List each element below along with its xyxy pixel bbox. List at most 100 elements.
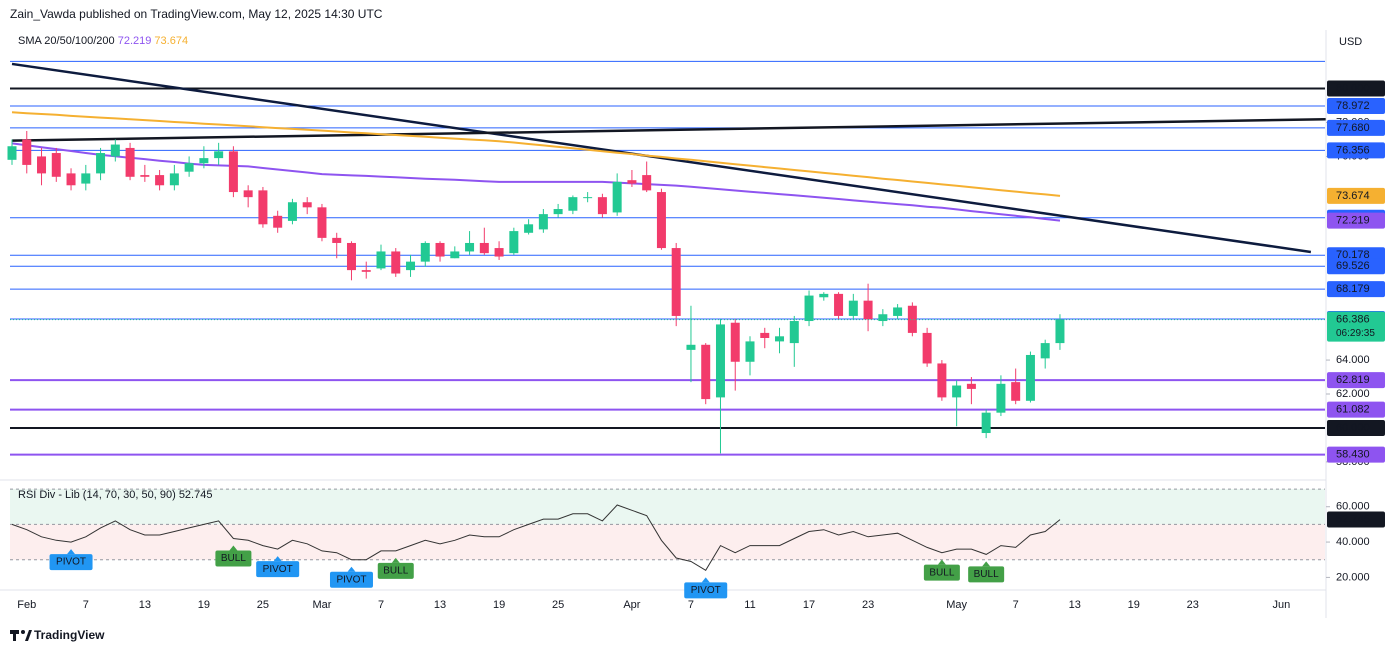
- signal-pointer: [701, 577, 710, 583]
- signal-label: BULL: [929, 567, 954, 578]
- brand-logo: [10, 630, 32, 641]
- signal-box: [49, 554, 93, 571]
- candle-body: [878, 314, 888, 322]
- signal-pointer: [67, 549, 76, 555]
- candle-body: [51, 153, 61, 177]
- x-tick-label: 7: [1013, 599, 1019, 611]
- candle-body: [642, 175, 652, 191]
- candle-body: [1025, 354, 1035, 401]
- candle-body: [376, 251, 386, 269]
- legend-item: 72.219: [118, 35, 152, 47]
- price-badge: [1327, 97, 1385, 114]
- signal-label: PIVOT: [336, 574, 366, 585]
- x-tick-label: 11: [744, 599, 755, 611]
- price-badge-label: 73.674: [1336, 190, 1370, 202]
- price-badge-label: 80.000: [1336, 82, 1370, 94]
- x-tick-label: 7: [83, 599, 89, 611]
- x-tick-label: Mar: [312, 599, 331, 611]
- candle-body: [553, 209, 563, 215]
- candle-body: [656, 192, 666, 249]
- candle-body: [671, 248, 681, 316]
- candle-body: [361, 270, 371, 272]
- candle-body: [509, 231, 519, 254]
- candle-body: [37, 156, 47, 174]
- candle-body: [701, 344, 711, 400]
- price-badge: [1327, 258, 1385, 275]
- candle-body: [435, 242, 445, 257]
- rsi-tick-label: 60.000: [1336, 501, 1370, 513]
- x-tick-label: 19: [493, 599, 505, 611]
- candle-body: [465, 242, 475, 252]
- x-tick-label: 17: [803, 599, 815, 611]
- candle-body: [524, 224, 534, 233]
- currency: USD: [1339, 36, 1362, 48]
- price-badge: [1327, 311, 1385, 342]
- candle-body: [317, 207, 327, 238]
- rsi-lower-band: [10, 524, 1325, 560]
- candle-body: [479, 242, 489, 254]
- candle-body: [804, 295, 814, 322]
- price-badge-label: 60.000: [1336, 422, 1370, 434]
- candle-body: [22, 139, 32, 165]
- candle-body: [863, 300, 873, 320]
- x-tick-label: Feb: [17, 599, 36, 611]
- x-tick-label: 13: [1069, 599, 1081, 611]
- candle-body: [346, 242, 356, 271]
- rsi-badge-label: 52.745: [1336, 513, 1370, 525]
- x-tick-label: 7: [688, 599, 694, 611]
- candle-body: [302, 202, 312, 208]
- price-badge: [1327, 212, 1385, 229]
- candle-body: [155, 175, 165, 186]
- candle-body: [391, 251, 401, 274]
- price-badge: [1327, 142, 1385, 159]
- signal-box: [684, 582, 728, 599]
- signal-label: PIVOT: [56, 557, 86, 568]
- candle-body: [1055, 319, 1065, 344]
- signal-label: PIVOT: [263, 564, 293, 575]
- price-badge-label: 58.430: [1336, 448, 1370, 460]
- candle-body: [406, 261, 416, 271]
- price-badge: [1327, 281, 1385, 298]
- x-tick-label: May: [946, 599, 967, 611]
- signal-label: PIVOT: [691, 585, 721, 596]
- candle-body: [819, 293, 829, 298]
- candle-body: [1040, 343, 1050, 359]
- price-badge: [1327, 80, 1385, 97]
- rsi-value: 52.745: [179, 489, 213, 501]
- signal-label: BULL: [974, 569, 999, 580]
- signal-box: [256, 561, 300, 578]
- candle-body: [715, 324, 725, 398]
- candle-body: [184, 163, 194, 172]
- price-badge: [1327, 446, 1385, 463]
- indicator-legend: SMA 20/50/100/200 72.219 73.674: [18, 35, 188, 47]
- publish-line: Zain_Vawda published on TradingView.com,…: [10, 7, 383, 21]
- price-badge-label: 69.526: [1336, 260, 1370, 272]
- price-badge-label: 76.356: [1336, 144, 1370, 156]
- candle-body: [169, 173, 179, 186]
- trend-line: [11, 62, 1312, 254]
- price-badge: [1327, 187, 1385, 204]
- x-tick-label: 7: [378, 599, 384, 611]
- x-tick-label: 13: [434, 599, 446, 611]
- price-badge-label: 62.819: [1336, 374, 1370, 386]
- signal-box: [377, 562, 414, 579]
- candle-body: [332, 237, 342, 243]
- signal-pointer: [391, 557, 400, 563]
- signal-label: BULL: [221, 553, 246, 564]
- x-tick-label: 25: [552, 599, 564, 611]
- price-badge-label: 77.680: [1336, 122, 1370, 134]
- price-badge: [1327, 372, 1385, 389]
- candle-body: [538, 214, 548, 230]
- candle-body: [140, 175, 150, 177]
- legend-item: SMA 20/50/100/200: [18, 35, 115, 47]
- sma-line: [11, 111, 1061, 197]
- x-tick-label: 19: [1128, 599, 1140, 611]
- signal-box: [968, 566, 1005, 583]
- candle-body: [952, 385, 962, 398]
- candle-body: [893, 307, 903, 316]
- price-badge-label: 61.082: [1336, 403, 1370, 415]
- candle-body: [907, 305, 917, 333]
- candle-body: [568, 197, 578, 211]
- candle-body: [96, 153, 106, 174]
- signal-box: [215, 550, 252, 567]
